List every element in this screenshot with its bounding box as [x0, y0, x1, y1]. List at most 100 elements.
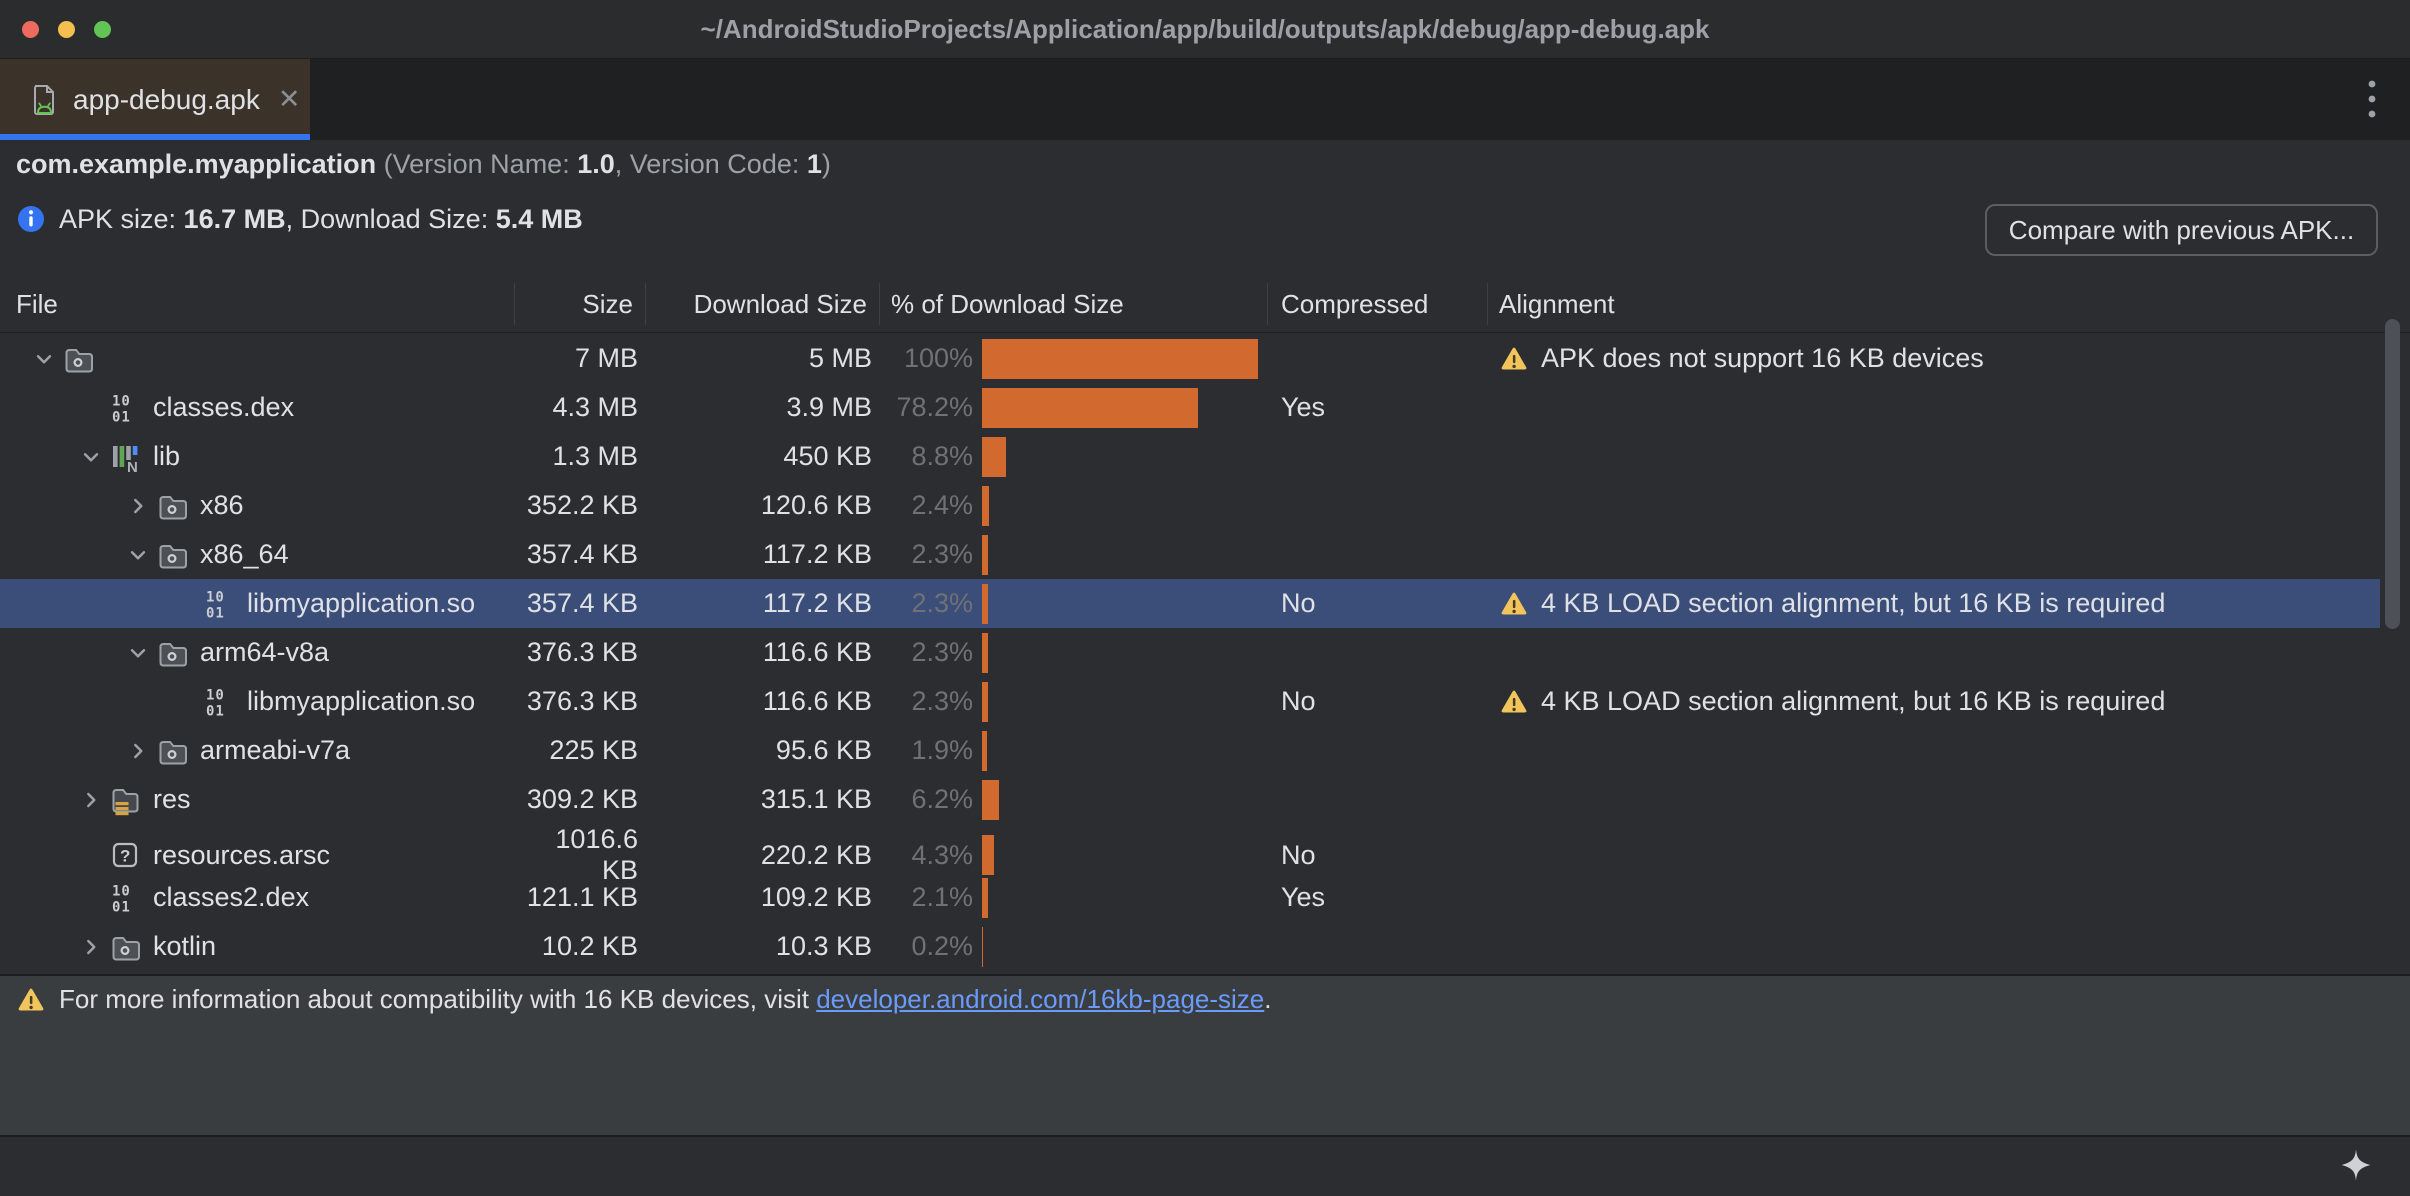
table-row[interactable]: x86 352.2 KB 120.6 KB 2.4%	[0, 481, 2380, 530]
file-cell: 10 01 classes2.dex	[0, 882, 515, 914]
table-row[interactable]: kotlin 10.2 KB 10.3 KB 0.2%	[0, 922, 2380, 971]
chevron-right-icon[interactable]	[120, 738, 156, 764]
table-row[interactable]: 7 MB 5 MB 100% APK does not support 16 K…	[0, 334, 2380, 383]
column-header-percent-of-download-size[interactable]: % of Download Size	[880, 282, 1268, 325]
tab-app-debug-apk[interactable]: app-debug.apk ✕	[0, 59, 310, 140]
download-size-cell: 120.6 KB	[760, 490, 872, 520]
chevron-down-icon[interactable]	[73, 444, 109, 470]
file-table-rows: 7 MB 5 MB 100% APK does not support 16 K…	[0, 334, 2380, 971]
lib-icon: N	[109, 441, 141, 473]
file-name: classes.dex	[153, 392, 295, 422]
file-cell: armeabi-v7a	[0, 735, 515, 767]
tab-label: app-debug.apk	[73, 83, 260, 115]
vertical-scrollbar[interactable]	[2385, 319, 2400, 629]
svg-text:01: 01	[112, 409, 131, 424]
chevron-down-icon[interactable]	[26, 346, 62, 372]
size-cell: 357.4 KB	[526, 539, 638, 569]
column-header-compressed[interactable]: Compressed	[1268, 282, 1488, 325]
active-tab-indicator	[0, 134, 310, 140]
chevron-down-icon[interactable]	[120, 542, 156, 568]
apk-size-value: 16.7 MB	[183, 203, 286, 234]
svg-text:01: 01	[112, 899, 131, 914]
file-cell: 10 01 libmyapplication.so	[0, 588, 515, 620]
table-row[interactable]: 10 01 classes.dex 4.3 MB 3.9 MB 78.2% Yes	[0, 383, 2380, 432]
svg-text:10: 10	[112, 393, 131, 409]
table-row[interactable]: armeabi-v7a 225 KB 95.6 KB 1.9%	[0, 726, 2380, 775]
file-name: x86_64	[200, 539, 289, 569]
table-row[interactable]: arm64-v8a 376.3 KB 116.6 KB 2.3%	[0, 628, 2380, 677]
percent-bar	[982, 485, 989, 526]
16kb-page-size-link[interactable]: developer.android.com/16kb-page-size	[816, 984, 1265, 1014]
folder-icon	[156, 735, 188, 767]
version-code: 1	[806, 149, 822, 179]
size-cell: 4.3 MB	[552, 392, 638, 422]
column-header-file[interactable]: File	[0, 282, 515, 325]
window-titlebar: ~/AndroidStudioProjects/Application/app/…	[0, 0, 2410, 59]
package-info-line: com.example.myapplication (Version Name:…	[16, 149, 831, 179]
column-header-size[interactable]: Size	[515, 282, 646, 325]
res-folder-icon	[109, 784, 141, 816]
ai-sparkle-icon[interactable]	[2338, 1147, 2374, 1183]
download-size-cell: 315.1 KB	[760, 784, 872, 814]
package-name: com.example.myapplication	[16, 149, 377, 179]
version-name: 1.0	[577, 149, 615, 179]
size-cell: 225 KB	[549, 735, 638, 765]
percent-bar	[982, 436, 1007, 477]
file-name: armeabi-v7a	[200, 735, 351, 765]
size-cell: 376.3 KB	[526, 686, 638, 716]
table-row[interactable]: 10 01 libmyapplication.so 357.4 KB 117.2 …	[0, 579, 2380, 628]
info-icon	[17, 205, 45, 233]
percent-label: 2.3%	[911, 686, 973, 716]
svg-text:?: ?	[120, 847, 130, 866]
table-row[interactable]: 10 01 libmyapplication.so 376.3 KB 116.6 …	[0, 677, 2380, 726]
chevron-down-icon[interactable]	[120, 640, 156, 666]
alignment-text: 4 KB LOAD section alignment, but 16 KB i…	[1541, 588, 2166, 618]
file-cell: x86	[0, 490, 515, 522]
download-size-cell: 220.2 KB	[760, 839, 872, 870]
window-minimize-button[interactable]	[58, 20, 75, 38]
percent-label: 6.2%	[911, 784, 973, 814]
window-close-button[interactable]	[22, 20, 39, 38]
column-header-download-size[interactable]: Download Size	[646, 282, 880, 325]
table-row[interactable]: 10 01 classes2.dex 121.1 KB 109.2 KB 2.1%…	[0, 873, 2380, 922]
table-row[interactable]: res 309.2 KB 315.1 KB 6.2%	[0, 775, 2380, 824]
folder-icon	[62, 343, 94, 375]
size-cell: 7 MB	[574, 343, 638, 373]
tab-close-icon[interactable]: ✕	[277, 84, 301, 114]
percent-label: 2.3%	[911, 588, 973, 618]
kebab-menu-icon[interactable]	[2358, 76, 2386, 122]
file-name: lib	[153, 441, 181, 471]
table-row[interactable]: x86_64 357.4 KB 117.2 KB 2.3%	[0, 530, 2380, 579]
table-row[interactable]: ? resources.arsc 1016.6 KB 220.2 KB 4.3%…	[0, 824, 2380, 885]
download-size-cell: 117.2 KB	[762, 539, 872, 569]
chevron-slot	[73, 885, 109, 911]
percent-bar	[982, 534, 989, 575]
chevron-right-icon[interactable]	[120, 493, 156, 519]
warning-icon	[1499, 687, 1529, 717]
percent-cell: 2.4%	[880, 481, 1268, 530]
window-title: ~/AndroidStudioProjects/Application/app/…	[700, 14, 1710, 44]
chevron-right-icon[interactable]	[73, 787, 109, 813]
chevron-right-icon[interactable]	[73, 934, 109, 960]
compressed-cell: No	[1281, 839, 1316, 870]
alignment-cell: APK does not support 16 KB devices	[1488, 343, 2380, 374]
window-zoom-button[interactable]	[94, 20, 111, 38]
compressed-cell: No	[1281, 686, 1316, 716]
file-cell: res	[0, 784, 515, 816]
percent-cell: 0.2%	[880, 922, 1268, 971]
file-name: classes2.dex	[153, 882, 310, 912]
compressed-cell: No	[1281, 588, 1316, 618]
warning-icon	[1499, 344, 1529, 374]
column-header-alignment[interactable]: Alignment	[1499, 288, 1615, 319]
percent-label: 100%	[903, 343, 973, 373]
download-size-cell: 450 KB	[783, 441, 872, 471]
file-cell: x86_64	[0, 539, 515, 571]
compare-with-previous-apk-button[interactable]: Compare with previous APK...	[1985, 204, 2378, 256]
dex-icon: 10 01	[203, 588, 235, 620]
svg-text:10: 10	[206, 687, 225, 703]
percent-cell: 78.2%	[880, 383, 1268, 432]
file-cell: arm64-v8a	[0, 637, 515, 669]
apk-file-icon	[28, 83, 62, 117]
table-row[interactable]: N lib 1.3 MB 450 KB 8.8%	[0, 432, 2380, 481]
status-bar	[0, 1137, 2410, 1196]
